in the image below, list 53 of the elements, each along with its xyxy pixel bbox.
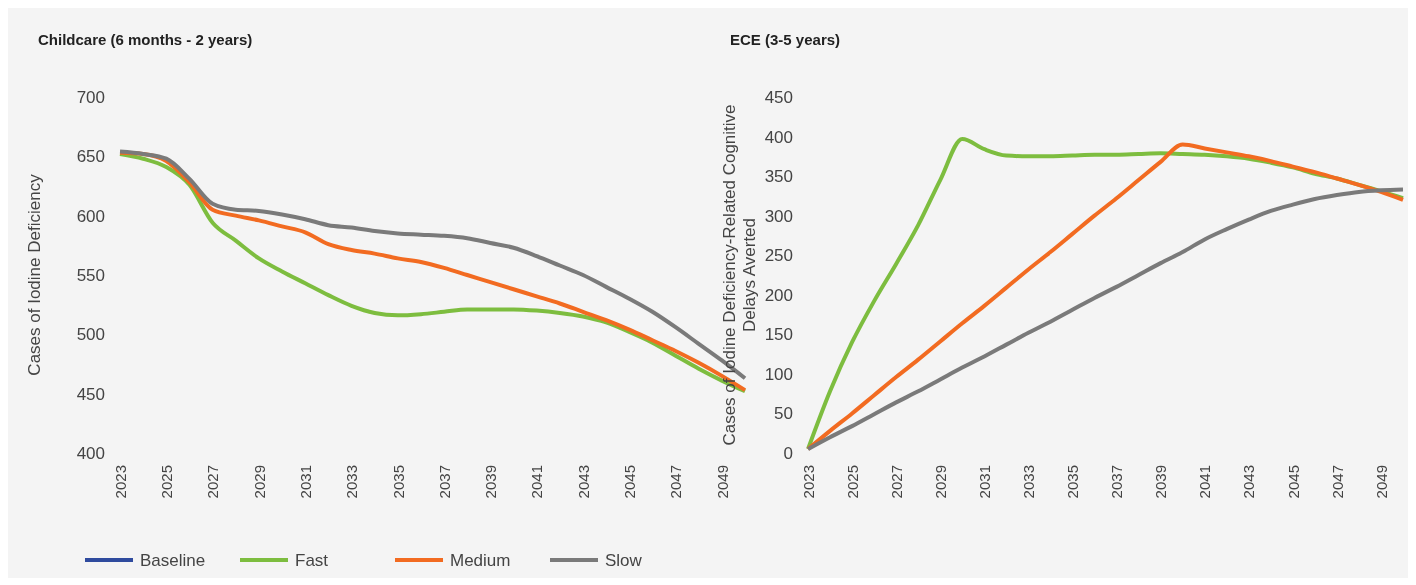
x-tick-label: 2037 xyxy=(435,465,453,499)
y-tick-label: 0 xyxy=(783,443,793,463)
x-tick-label: 2029 xyxy=(250,465,268,499)
y-tick-label: 250 xyxy=(764,246,793,266)
y-tick-label: 600 xyxy=(76,206,105,226)
x-tick-label: 2031 xyxy=(976,465,994,499)
legend-label: Baseline xyxy=(140,551,206,570)
y-tick-label: 500 xyxy=(76,325,105,345)
x-tick-label: 2041 xyxy=(1196,465,1214,499)
y-tick-label: 550 xyxy=(76,265,105,285)
x-tick-label: 2031 xyxy=(296,465,314,499)
y-tick-label: 400 xyxy=(76,443,105,463)
legend-label: Medium xyxy=(450,551,511,570)
x-tick-label: 2029 xyxy=(931,465,949,499)
x-tick-label: 2037 xyxy=(1108,465,1126,499)
x-tick-label: 2025 xyxy=(158,465,176,499)
x-tick-label: 2041 xyxy=(528,465,546,499)
legend-label: Slow xyxy=(605,551,643,570)
y-tick-label: 650 xyxy=(76,147,105,167)
x-tick-label: 2025 xyxy=(843,465,861,499)
x-tick-label: 2045 xyxy=(621,465,639,499)
y-tick-label: 200 xyxy=(764,285,793,305)
x-tick-label: 2033 xyxy=(343,465,361,499)
x-tick-label: 2035 xyxy=(389,465,407,499)
y-tick-label: 150 xyxy=(764,325,793,345)
x-tick-label: 2039 xyxy=(1152,465,1170,499)
y-tick-label: 300 xyxy=(764,206,793,226)
y-tick-label: 450 xyxy=(76,384,105,404)
y-tick-label: 400 xyxy=(764,127,793,147)
x-tick-label: 2039 xyxy=(482,465,500,499)
y-tick-label: 700 xyxy=(76,87,105,107)
x-tick-label: 2035 xyxy=(1064,465,1082,499)
chart-title: Childcare (6 months - 2 years) xyxy=(38,31,253,48)
y-tick-label: 100 xyxy=(764,364,793,384)
x-tick-label: 2047 xyxy=(1328,465,1346,499)
x-tick-label: 2045 xyxy=(1284,465,1302,499)
x-tick-label: 2033 xyxy=(1020,465,1038,499)
x-tick-label: 2023 xyxy=(111,465,129,499)
x-tick-label: 2027 xyxy=(204,465,222,499)
x-tick-label: 2049 xyxy=(1372,465,1390,499)
x-tick-label: 2049 xyxy=(713,465,731,499)
y-tick-label: 350 xyxy=(764,167,793,187)
chart-title: ECE (3-5 years) xyxy=(730,31,841,48)
x-tick-label: 2023 xyxy=(799,465,817,499)
x-tick-label: 2027 xyxy=(887,465,905,499)
legend-label: Fast xyxy=(295,551,329,570)
x-tick-label: 2043 xyxy=(1240,465,1258,499)
y-axis-title: Cases of Iodine Deficiency-Related Cognitive Delays Averted xyxy=(720,104,759,446)
x-tick-label: 2043 xyxy=(574,465,592,499)
x-tick-label: 2047 xyxy=(667,465,685,499)
y-tick-label: 450 xyxy=(764,87,793,107)
y-tick-label: 50 xyxy=(774,404,793,424)
y-axis-title: Cases of Iodine Deficiency xyxy=(25,173,44,376)
